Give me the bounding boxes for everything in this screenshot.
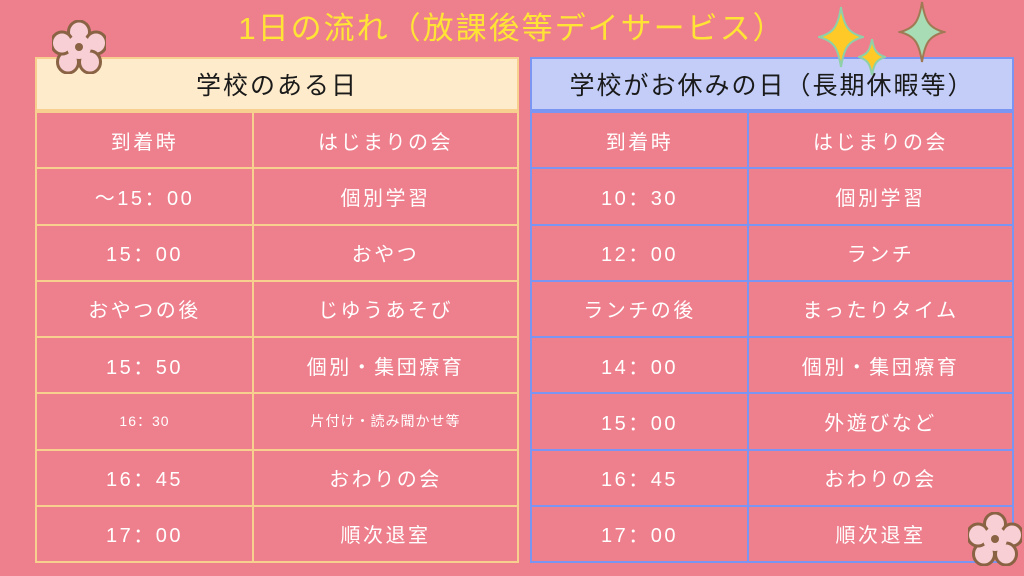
cell-activity: はじまりの会 (749, 113, 1014, 168)
cell-activity: おわりの会 (749, 450, 1014, 505)
cell-time: 12：00 (530, 225, 749, 280)
table-row: 16：45 おわりの会 (530, 450, 1014, 507)
table-row: 15：00 おやつ (35, 225, 519, 282)
table-row: 10：30 個別学習 (530, 169, 1014, 226)
table-body-school-day: 到着時 はじまりの会 〜15：00 個別学習 15：00 おやつ おやつの後 じゆうあそび 15… (35, 111, 519, 563)
cell-activity: 個別学習 (749, 169, 1014, 224)
cell-time: ランチの後 (530, 281, 749, 336)
table-row: 到着時 はじまりの会 (530, 111, 1014, 170)
cell-activity: おやつ (254, 225, 519, 280)
cell-time: 到着時 (530, 113, 749, 168)
cell-activity: おわりの会 (254, 450, 519, 505)
table-row: 16：45 おわりの会 (35, 450, 519, 507)
table-body-holiday-day: 到着時 はじまりの会 10：30 個別学習 12：00 ランチ ランチの後 まったりタイム 14… (530, 111, 1014, 563)
cell-activity: 外遊びなど (749, 394, 1014, 449)
cell-activity: 個別・集団療育 (254, 338, 519, 393)
table-row: ランチの後 まったりタイム (530, 281, 1014, 338)
cell-time: 14：00 (530, 338, 749, 393)
table-row: 17：00 順次退室 (530, 506, 1014, 563)
cell-activity: 順次退室 (749, 506, 1014, 561)
cell-time: 10：30 (530, 169, 749, 224)
cell-time: 15：00 (35, 225, 254, 280)
table-header-school-day: 学校のある日 (35, 57, 519, 111)
cell-time: 15：00 (530, 394, 749, 449)
cell-time: 〜15：00 (35, 169, 254, 224)
table-row: 15：50 個別・集団療育 (35, 338, 519, 395)
cell-activity: まったりタイム (749, 281, 1014, 336)
cell-time: 16：45 (35, 450, 254, 505)
cell-time: 16：30 (35, 394, 254, 449)
cell-time: 到着時 (35, 113, 254, 168)
cell-activity: はじまりの会 (254, 113, 519, 168)
cell-activity: ランチ (749, 225, 1014, 280)
cell-time: 17：00 (530, 506, 749, 561)
cell-activity: 個別・集団療育 (749, 338, 1014, 393)
table-row: 到着時 はじまりの会 (35, 111, 519, 170)
page-title: 1日の流れ（放課後等デイサービス） (238, 11, 786, 46)
cell-time: おやつの後 (35, 281, 254, 336)
cell-activity: 片付け・読み聞かせ等 (254, 394, 519, 449)
table-row: 15：00 外遊びなど (530, 394, 1014, 451)
cell-time: 16：45 (530, 450, 749, 505)
cell-time: 15：50 (35, 338, 254, 393)
cell-activity: 個別学習 (254, 169, 519, 224)
table-row: 17：00 順次退室 (35, 506, 519, 563)
table-row: 14：00 個別・集団療育 (530, 338, 1014, 395)
schedule-table-holiday-day: 学校がお休みの日（長期休暇等） 到着時 はじまりの会 10：30 個別学習 12：00 ラ… (530, 57, 1014, 563)
cell-time: 17：00 (35, 506, 254, 561)
table-row: おやつの後 じゆうあそび (35, 281, 519, 338)
table-row: 12：00 ランチ (530, 225, 1014, 282)
table-row: 16：30 片付け・読み聞かせ等 (35, 394, 519, 451)
table-row: 〜15：00 個別学習 (35, 169, 519, 226)
schedule-table-school-day: 学校のある日 到着時 はじまりの会 〜15：00 個別学習 15：00 おやつ おやつの後じ… (35, 57, 519, 563)
cell-activity: じゆうあそび (254, 281, 519, 336)
cell-activity: 順次退室 (254, 506, 519, 561)
table-header-holiday-day: 学校がお休みの日（長期休暇等） (530, 57, 1014, 111)
